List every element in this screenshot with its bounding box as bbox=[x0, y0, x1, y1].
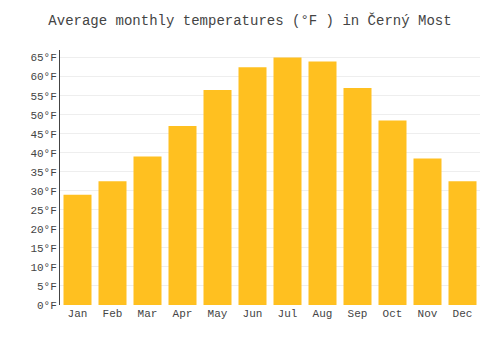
svg-text:5°F: 5°F bbox=[37, 281, 57, 293]
svg-text:25°F: 25°F bbox=[30, 205, 56, 217]
svg-text:0°F: 0°F bbox=[37, 300, 57, 312]
svg-text:Feb: Feb bbox=[103, 308, 123, 320]
svg-text:Sep: Sep bbox=[348, 308, 368, 320]
svg-text:Apr: Apr bbox=[173, 308, 193, 320]
svg-text:50°F: 50°F bbox=[30, 110, 56, 122]
svg-text:55°F: 55°F bbox=[30, 91, 56, 103]
svg-text:Average monthly temperatures (: Average monthly temperatures (°F ) in Če… bbox=[48, 12, 451, 29]
svg-text:May: May bbox=[208, 308, 228, 320]
svg-text:Dec: Dec bbox=[453, 308, 473, 320]
svg-text:20°F: 20°F bbox=[30, 224, 56, 236]
svg-text:Mar: Mar bbox=[138, 308, 158, 320]
svg-text:Jan: Jan bbox=[68, 308, 88, 320]
svg-text:10°F: 10°F bbox=[30, 262, 56, 274]
svg-text:15°F: 15°F bbox=[30, 243, 56, 255]
svg-text:35°F: 35°F bbox=[30, 167, 56, 179]
svg-text:60°F: 60°F bbox=[30, 71, 56, 83]
svg-text:Nov: Nov bbox=[418, 308, 438, 320]
svg-text:Aug: Aug bbox=[313, 308, 333, 320]
svg-text:Jun: Jun bbox=[243, 308, 263, 320]
svg-text:Oct: Oct bbox=[383, 308, 403, 320]
svg-text:40°F: 40°F bbox=[30, 148, 56, 160]
svg-text:Jul: Jul bbox=[278, 308, 298, 320]
svg-text:45°F: 45°F bbox=[30, 129, 56, 141]
svg-text:30°F: 30°F bbox=[30, 186, 56, 198]
svg-text:65°F: 65°F bbox=[30, 52, 56, 64]
